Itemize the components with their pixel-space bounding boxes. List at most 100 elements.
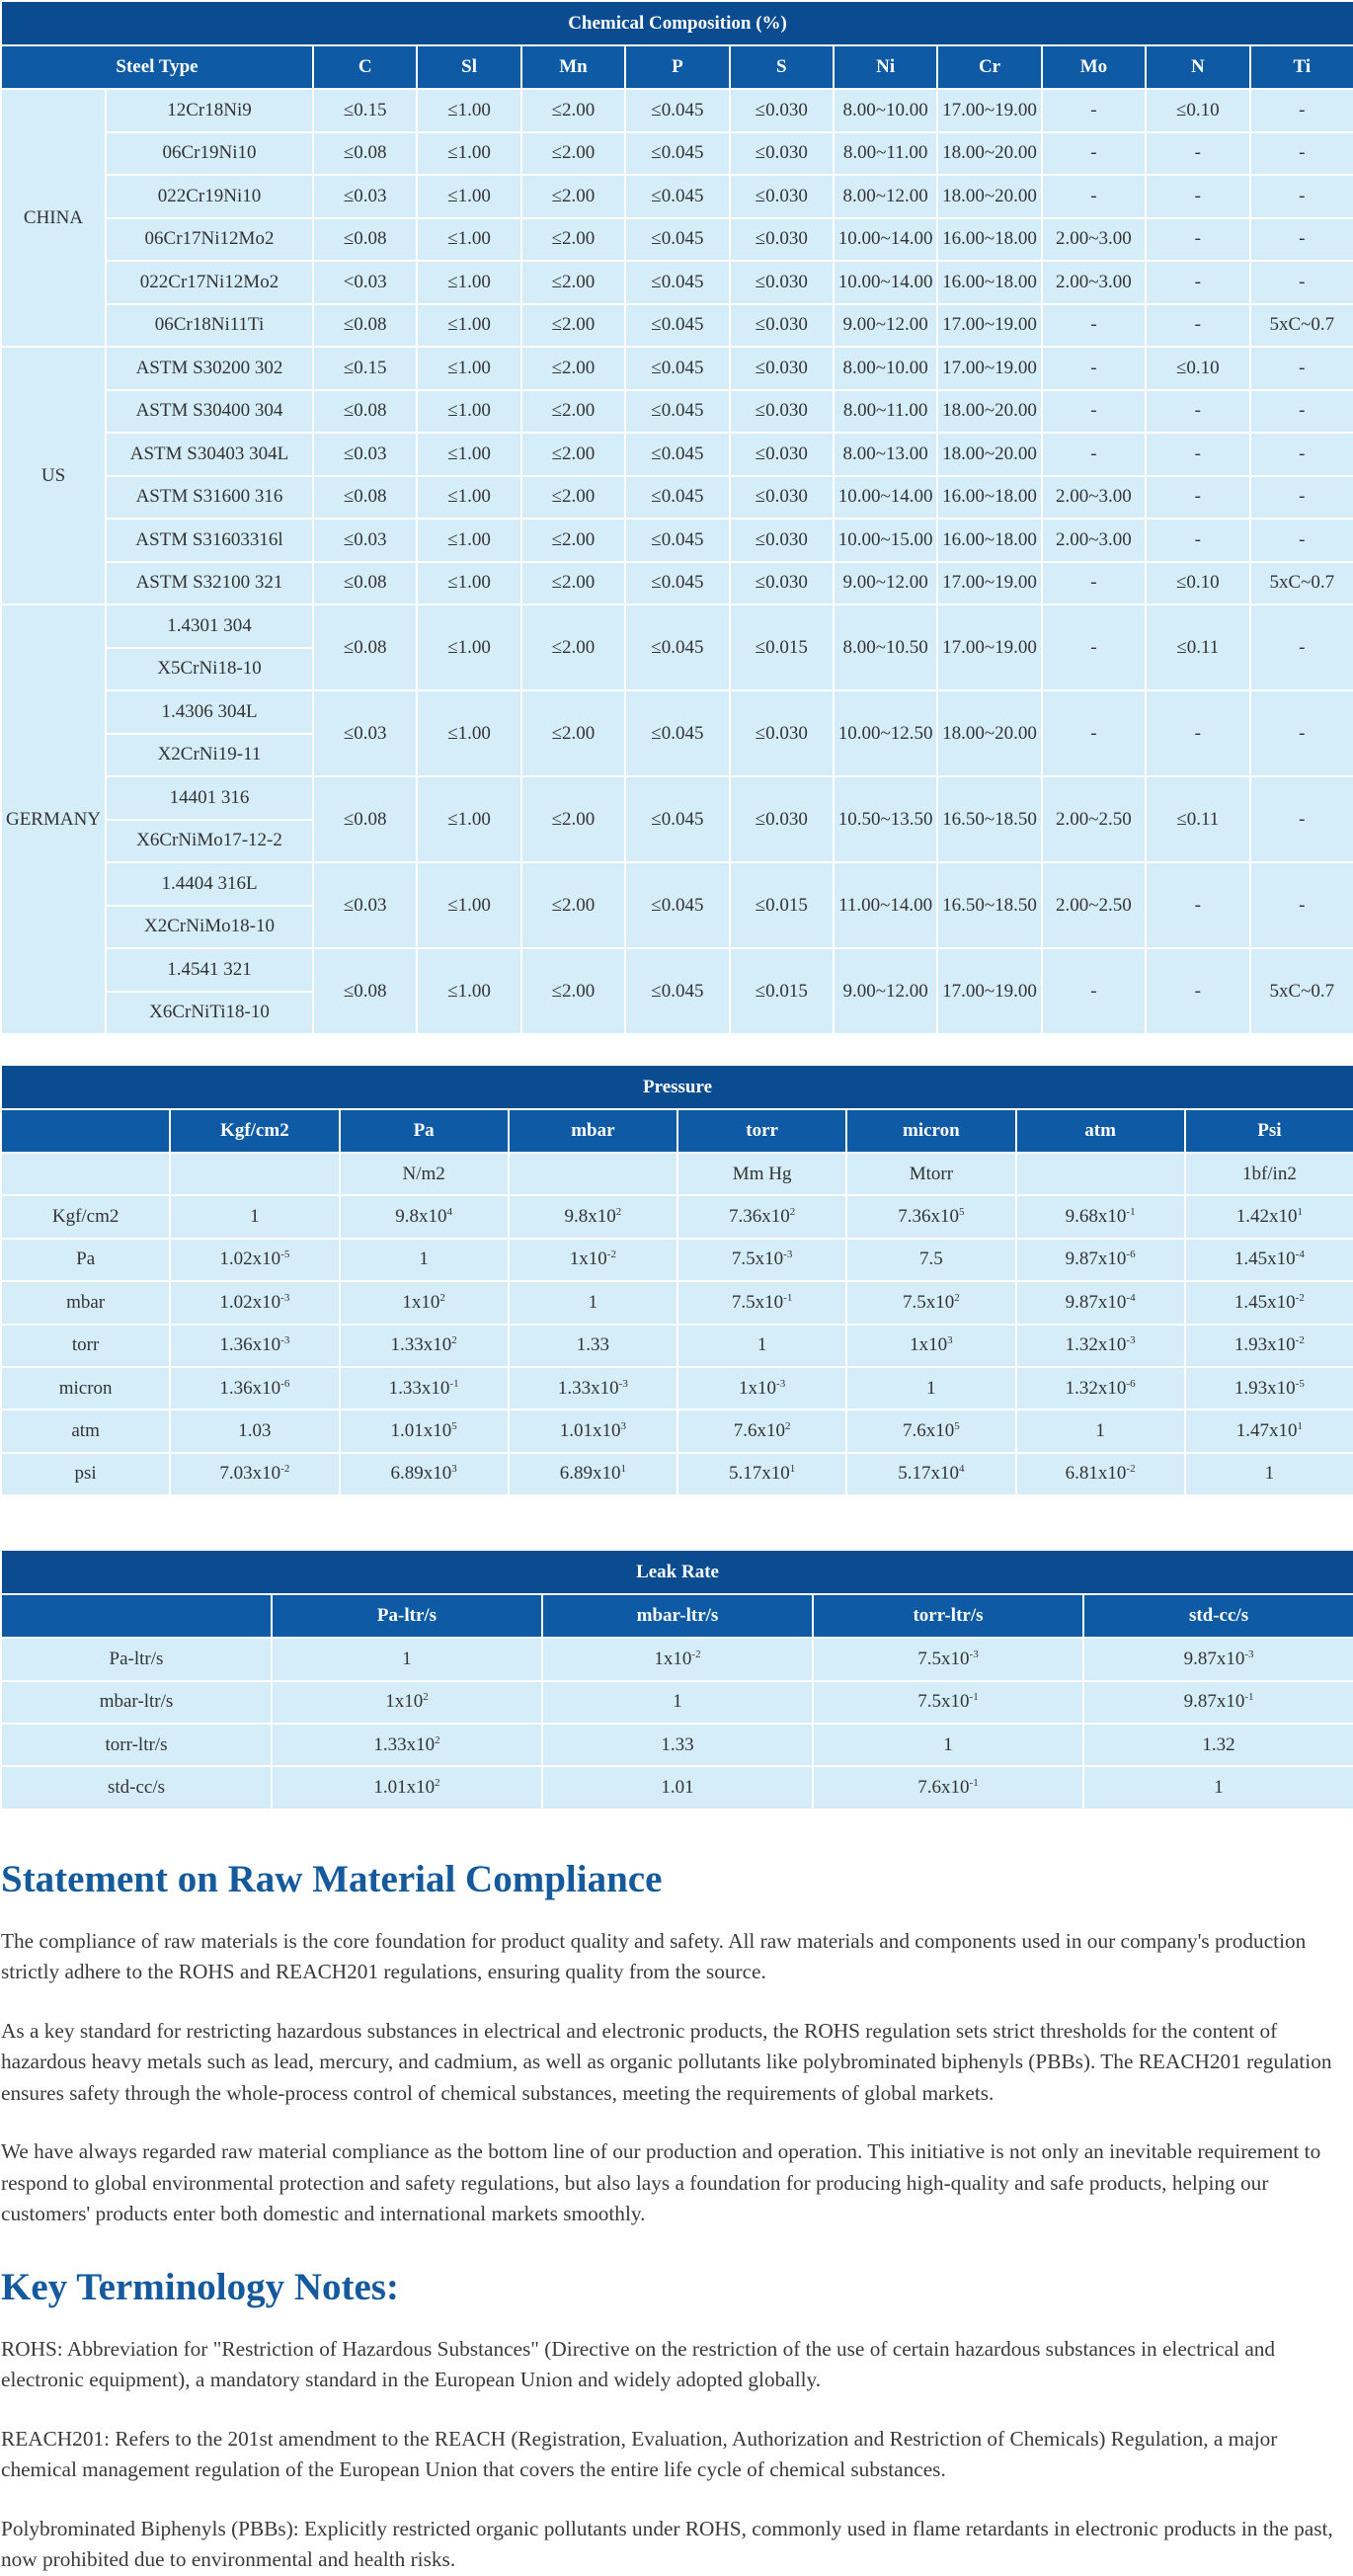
- grade-row: X2CrNiMo18-10: [1, 904, 1353, 949]
- data-row: Pa-ltr/s 1 1x10-2 7.5x10-3 9.87x10-3: [0, 1637, 1353, 1682]
- value-exponent: 1: [789, 1463, 796, 1476]
- value-cell: 1.93x10-2: [1183, 1323, 1353, 1368]
- header-row: Steel Type C Sl Mn P S Ni Cr Mo N Ti: [0, 44, 1353, 90]
- value-cell: 7.5x102: [845, 1280, 1017, 1326]
- value-base: 1.32x10: [1065, 1334, 1127, 1356]
- table-title: Leak Rate: [0, 1549, 1353, 1596]
- value-exponent: 5: [451, 1420, 457, 1433]
- value-cell: <0.03: [311, 260, 419, 305]
- paragraph: We have always regarded raw material com…: [1, 2139, 1321, 2226]
- value-cell: ≤0.030: [728, 174, 835, 219]
- value-cell: 9.87x10-1: [1081, 1679, 1353, 1725]
- value-cell: ≤0.045: [624, 775, 731, 863]
- value-exponent: -1: [783, 1291, 793, 1304]
- value-cell: 8.00~12.00: [832, 174, 939, 219]
- paragraph: The compliance of raw materials is the c…: [1, 1928, 1307, 1984]
- value-base: 1x10: [402, 1291, 440, 1313]
- value-cell: 1: [507, 1280, 679, 1326]
- value-cell: -: [1040, 560, 1148, 605]
- row-label: Pa-ltr/s: [0, 1637, 273, 1682]
- value-base: 7.6x10: [903, 1420, 955, 1442]
- value-cell: ≤0.08: [311, 775, 419, 863]
- value-cell: ≤0.08: [311, 947, 419, 1035]
- value-cell: 1.01x102: [271, 1765, 543, 1811]
- value-cell: ≤0.015: [728, 604, 835, 691]
- steel-type-cell: ASTM S30403 304L: [105, 432, 314, 477]
- value-exponent: -2: [1126, 1463, 1136, 1476]
- value-exponent: -3: [618, 1377, 628, 1390]
- value-cell: 1: [812, 1722, 1084, 1768]
- value-cell: ≤0.08: [311, 216, 419, 262]
- value-cell: 9.8x104: [338, 1194, 510, 1240]
- value-base: 1.93x10: [1234, 1377, 1296, 1399]
- value-cell: ≤0.10: [1145, 346, 1251, 391]
- value-base: 1x10: [385, 1691, 424, 1713]
- corner-cell: [0, 1593, 273, 1640]
- value-base: 7.36x10: [898, 1206, 959, 1228]
- value-cell: ≤0.030: [728, 130, 835, 176]
- value-exponent: 2: [439, 1291, 445, 1304]
- value-cell: -: [1248, 130, 1353, 176]
- value-cell: ≤0.045: [624, 604, 731, 691]
- value-exponent: -3: [783, 1248, 793, 1261]
- steel-type-cell: 12Cr18Ni9: [105, 88, 314, 133]
- value-cell: 9.00~12.00: [832, 947, 939, 1035]
- row-label: micron: [0, 1365, 172, 1411]
- value-cell: ≤0.08: [311, 560, 419, 605]
- value-exponent: -6: [1126, 1248, 1136, 1261]
- section-heading: Key Terminology Notes:: [1, 2265, 399, 2308]
- value-base: 1.36x10: [219, 1377, 281, 1399]
- value-cell: 1.33x10-1: [338, 1365, 510, 1411]
- column-header: torr: [676, 1108, 848, 1154]
- value-cell: -: [1145, 130, 1251, 176]
- value-cell: ≤0.045: [624, 216, 731, 262]
- data-row: torr 1.36x10-3 1.33x102 1.33 1 1x103 1.32x10-3…: [0, 1323, 1353, 1368]
- value-cell: ≤0.045: [624, 174, 731, 219]
- value-exponent: 2: [435, 1733, 440, 1746]
- value-base: 1x10: [654, 1648, 692, 1669]
- value-cell: 17.00~19.00: [936, 604, 1043, 691]
- column-header: atm: [1014, 1108, 1186, 1154]
- value-cell: -: [1248, 88, 1353, 133]
- leak-rate-table: Leak Rate Pa-ltr/s mbar-ltr/s torr-ltr/s st…: [0, 1549, 1353, 1811]
- value-cell: 16.00~18.00: [936, 260, 1043, 305]
- data-row: mbar 1.02x10-3 1x102 1 7.5x10-1 7.5x102 9.87x1…: [0, 1280, 1353, 1326]
- value-cell: ≤0.045: [624, 518, 731, 563]
- value-exponent: -1: [449, 1377, 459, 1390]
- value-exponent: -6: [280, 1377, 290, 1390]
- value-base: 1.45x10: [1234, 1248, 1296, 1270]
- value-exponent: 3: [451, 1463, 457, 1476]
- value-cell: -: [1145, 302, 1251, 348]
- value-base: 7.5x10: [903, 1291, 955, 1313]
- column-header: Mo: [1040, 44, 1148, 90]
- value-cell: ≤1.00: [416, 88, 522, 133]
- value-exponent: 2: [954, 1291, 960, 1304]
- column-header: std-cc/s: [1081, 1593, 1353, 1640]
- column-header: Ni: [832, 44, 939, 90]
- value-exponent: -4: [1126, 1291, 1136, 1304]
- value-exponent: -2: [280, 1463, 290, 1476]
- data-row: torr-ltr/s 1.33x102 1.33 1 1.32: [0, 1722, 1353, 1768]
- table-title: Pressure: [0, 1064, 1353, 1110]
- value-cell: 9.87x10-4: [1014, 1280, 1186, 1326]
- header-row: Kgf/cm2 Pa mbar torr micron atm Psi: [0, 1108, 1353, 1154]
- steel-type-cell: ASTM S31600 316: [105, 474, 314, 520]
- value-cell: ≤0.030: [728, 346, 835, 391]
- value-cell: 7.03x10-2: [169, 1451, 341, 1497]
- value-cell: -: [1145, 260, 1251, 305]
- value-exponent: -2: [1295, 1291, 1305, 1304]
- value-cell: 1x103: [845, 1323, 1017, 1368]
- value-cell: ≤1.00: [416, 174, 522, 219]
- value-cell: 1.02x10-5: [169, 1237, 341, 1283]
- value-cell: 17.00~19.00: [936, 346, 1043, 391]
- paragraph: As a key standard for restricting hazard…: [1, 2018, 1332, 2105]
- steel-type-cell: 1.4301 304: [105, 604, 314, 649]
- value-exponent: 4: [959, 1463, 965, 1476]
- value-cell: 1.33: [541, 1722, 814, 1768]
- value-base: 7.5x10: [917, 1691, 970, 1713]
- value-cell: 1x10-3: [676, 1365, 848, 1411]
- grade-row: 022Cr19Ni10 ≤0.03 ≤1.00 ≤2.00 ≤0.045 ≤0.030 8.…: [1, 174, 1353, 219]
- value-cell: -: [1248, 518, 1353, 563]
- value-cell: ≤0.030: [728, 302, 835, 348]
